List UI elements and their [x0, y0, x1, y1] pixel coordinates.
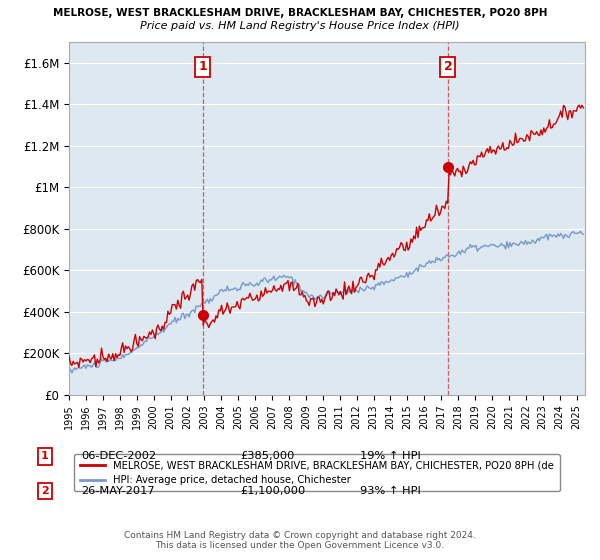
Text: £385,000: £385,000 — [240, 451, 295, 461]
Legend: MELROSE, WEST BRACKLESHAM DRIVE, BRACKLESHAM BAY, CHICHESTER, PO20 8PH (de, HPI:: MELROSE, WEST BRACKLESHAM DRIVE, BRACKLE… — [74, 455, 560, 492]
Text: 1: 1 — [41, 451, 49, 461]
Text: 93% ↑ HPI: 93% ↑ HPI — [360, 486, 421, 496]
Text: 06-DEC-2002: 06-DEC-2002 — [81, 451, 156, 461]
Text: 2: 2 — [41, 486, 49, 496]
Text: Price paid vs. HM Land Registry's House Price Index (HPI): Price paid vs. HM Land Registry's House … — [140, 21, 460, 31]
Text: MELROSE, WEST BRACKLESHAM DRIVE, BRACKLESHAM BAY, CHICHESTER, PO20 8PH: MELROSE, WEST BRACKLESHAM DRIVE, BRACKLE… — [53, 8, 547, 18]
Text: Contains HM Land Registry data © Crown copyright and database right 2024.
This d: Contains HM Land Registry data © Crown c… — [124, 530, 476, 550]
Text: 2: 2 — [443, 60, 452, 73]
Text: 26-MAY-2017: 26-MAY-2017 — [81, 486, 155, 496]
Text: 19% ↑ HPI: 19% ↑ HPI — [360, 451, 421, 461]
Text: 1: 1 — [199, 60, 208, 73]
Text: £1,100,000: £1,100,000 — [240, 486, 305, 496]
